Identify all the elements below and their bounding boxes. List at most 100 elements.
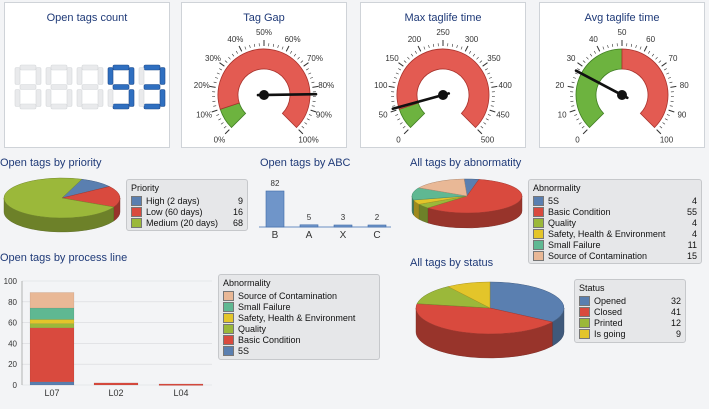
- legend-value: 68: [232, 217, 243, 228]
- legend-item[interactable]: Quality: [219, 323, 379, 334]
- gauge-tick: [397, 118, 401, 121]
- legend-swatch: [223, 334, 234, 345]
- abc-bar-value: 2: [375, 213, 380, 222]
- gauge-tick: [643, 45, 648, 52]
- avg-taglife-title: Avg taglife time: [584, 12, 660, 24]
- segment: [19, 64, 37, 71]
- gauge-tick: [476, 56, 479, 60]
- abc-bar: [299, 224, 319, 228]
- stacked-bar-segment: [29, 292, 75, 309]
- abc-bar-label: A: [306, 230, 313, 241]
- segment: [45, 89, 52, 107]
- legend-item[interactable]: Small Failure: [219, 301, 379, 312]
- gauge-tick-label: 100: [660, 136, 674, 145]
- segment: [66, 67, 73, 85]
- legend-item[interactable]: Source of Contamination: [219, 290, 379, 301]
- segment: [14, 67, 21, 85]
- legend-value: 4: [691, 217, 697, 228]
- legend-item[interactable]: Small Failure 11: [529, 239, 701, 250]
- gauge-tick: [214, 77, 218, 79]
- segment-digit: [107, 64, 135, 110]
- gauge-tick: [393, 77, 397, 79]
- gauge-tick: [648, 50, 651, 54]
- abnormality-title: All tags by abnormatity: [410, 157, 522, 169]
- legend-item[interactable]: High (2 days) 9: [127, 195, 247, 206]
- segment: [159, 89, 166, 107]
- gauge-tick-label: 20%: [194, 81, 210, 90]
- legend-item[interactable]: Opened 32: [575, 295, 685, 306]
- gauge-tick: [611, 43, 614, 47]
- legend-item[interactable]: 5S: [219, 345, 379, 356]
- legend-item[interactable]: Is going 9: [575, 328, 685, 339]
- legend-swatch: [131, 195, 142, 206]
- legend-swatch: [533, 217, 544, 228]
- stacked-bar-segment: [29, 323, 75, 328]
- stacked-bar-segment: [93, 382, 139, 386]
- abc-bar: [265, 190, 285, 228]
- gauge-tick: [651, 53, 655, 57]
- segment: [76, 89, 83, 107]
- abc-bar-chart: 82 B 5 A 3 X 2 C: [259, 179, 391, 241]
- legend-label: Is going: [594, 328, 626, 339]
- gauge-tick: [398, 62, 404, 67]
- gauge-tick: [666, 114, 670, 116]
- legend-item[interactable]: Medium (20 days) 68: [127, 217, 247, 228]
- priority-pie[interactable]: [0, 170, 125, 240]
- gauge-tick: [656, 129, 662, 135]
- gauge-tick: [670, 85, 677, 88]
- legend-item[interactable]: 5S 4: [529, 195, 701, 206]
- legend-item[interactable]: Basic Condition: [219, 334, 379, 345]
- gauge-tick: [213, 105, 217, 107]
- segment: [143, 64, 161, 71]
- gauge-tick: [630, 43, 633, 47]
- gauge-tick: [249, 44, 251, 49]
- abc-title: Open tags by ABC: [260, 157, 351, 169]
- legend-swatch: [533, 239, 544, 250]
- gauge-tick-label: 40: [589, 35, 598, 44]
- gauge-tick: [403, 60, 407, 63]
- y-tick-label: 80: [8, 298, 17, 307]
- status-pie[interactable]: [410, 274, 572, 369]
- legend-item[interactable]: Low (60 days) 16: [127, 206, 247, 217]
- gauge-tick: [655, 56, 658, 60]
- legend-item[interactable]: Printed 12: [575, 317, 685, 328]
- legend-swatch: [131, 217, 142, 228]
- gauge-tick: [464, 45, 469, 52]
- gauge-tick: [485, 68, 488, 71]
- gauge-tick: [578, 122, 582, 125]
- gauge-tick: [224, 60, 228, 63]
- gauge-tick: [491, 85, 498, 88]
- legend-item[interactable]: Source of Contamination 15: [529, 250, 701, 261]
- gauge-tick-label: 0: [396, 136, 401, 145]
- gauge-tick-label: 20: [555, 81, 564, 90]
- gauge-hub: [617, 90, 627, 100]
- gauge-tick: [460, 46, 463, 50]
- gauge-tick: [602, 46, 605, 50]
- gauge-tick: [272, 43, 275, 47]
- open-tags-count-title: Open tags count: [46, 12, 128, 24]
- abnormality-pie[interactable]: [408, 172, 526, 234]
- legend-swatch: [223, 301, 234, 312]
- abc-bar-value: 82: [271, 179, 280, 188]
- gauge-tick: [586, 56, 589, 60]
- pie-slice: [416, 286, 491, 309]
- legend-label: 5S: [238, 345, 250, 356]
- gauge-tick: [666, 72, 670, 75]
- gauge-tick: [490, 81, 494, 84]
- gauge-tick: [482, 62, 488, 67]
- gauge-tick: [390, 109, 397, 113]
- legend-item[interactable]: Quality 4: [529, 217, 701, 228]
- legend-item[interactable]: Basic Condition 55: [529, 206, 701, 217]
- legend-item[interactable]: Safety, Health & Environment 4: [529, 228, 701, 239]
- gauge-tick: [571, 105, 575, 107]
- x-tick-label: L04: [173, 388, 188, 398]
- legend-item[interactable]: Closed 41: [575, 306, 685, 317]
- legend-item[interactable]: Safety, Health & Environment: [219, 312, 379, 323]
- stacked-bar-segment: [158, 383, 204, 386]
- gauge-tick: [662, 122, 666, 125]
- legend-swatch: [533, 206, 544, 217]
- legend-label: Closed: [594, 306, 623, 317]
- abc-bar-value: 3: [341, 213, 346, 222]
- segment: [50, 103, 68, 110]
- legend-label: Low (60 days): [146, 206, 203, 217]
